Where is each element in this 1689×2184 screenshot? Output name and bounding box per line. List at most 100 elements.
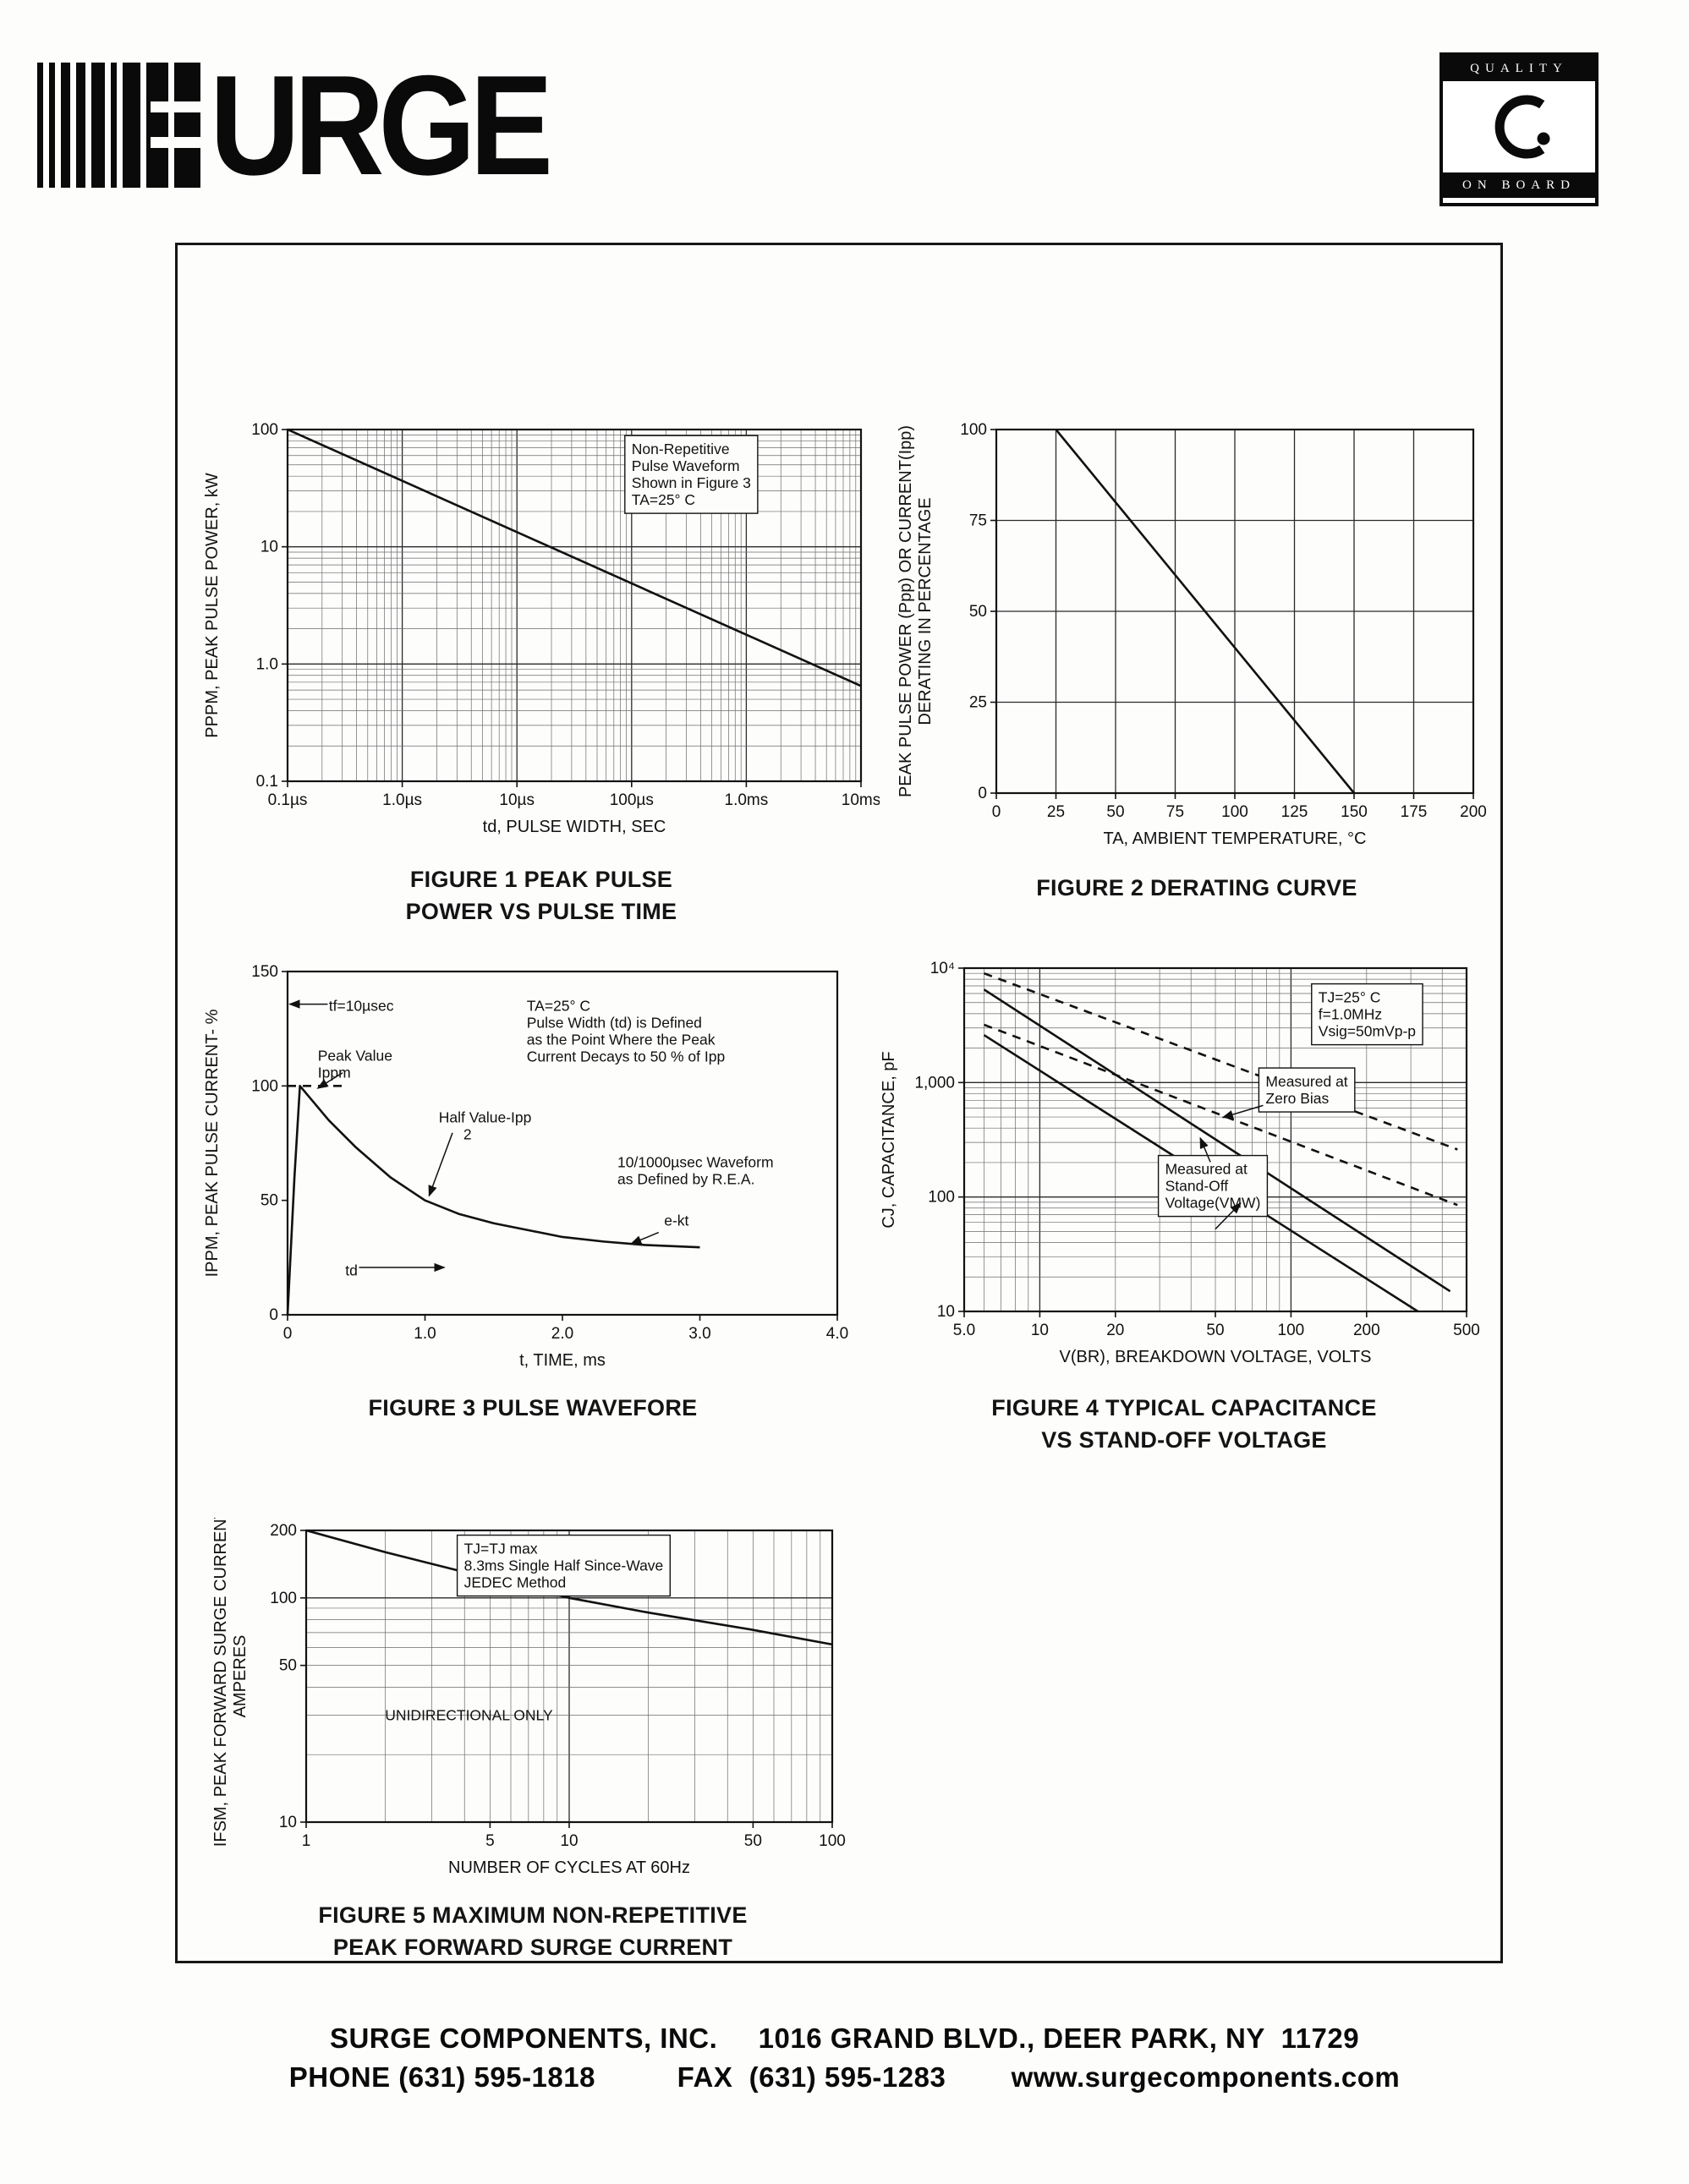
svg-text:t, TIME, ms: t, TIME, ms xyxy=(519,1351,606,1370)
svg-text:200: 200 xyxy=(1353,1322,1380,1339)
svg-text:1.0: 1.0 xyxy=(256,655,278,673)
footer-contact: PHONE (631) 595-1818 FAX (631) 595-1283 … xyxy=(288,2061,1401,2093)
svg-text:10µs: 10µs xyxy=(499,791,535,809)
figure-2: 0 25 50 75 100 125 150 175 200 100 75 50 25 0 TA, AMBI… xyxy=(897,414,1497,905)
svg-text:Half Value-Ipp 2: Half Value-Ipp 2 xyxy=(439,1109,532,1143)
svg-text:CJ, CAPACITANCE, pF: CJ, CAPACITANCE, pF xyxy=(880,1051,898,1228)
svg-text:1.0: 1.0 xyxy=(414,1325,436,1343)
svg-text:10: 10 xyxy=(937,1303,955,1321)
quality-badge: QUALITY ON BOARD xyxy=(1439,52,1599,206)
caption-line: PEAK FORWARD SURGE CURRENT xyxy=(332,1934,733,1960)
figure-1: 0.1µs 1.0µs 10µs 100µs 1.0ms 10ms 100 10 1.0 0.1 t… xyxy=(203,414,880,928)
svg-text:tf=10µsec: tf=10µsec xyxy=(329,998,394,1015)
quality-badge-emblem xyxy=(1443,81,1595,172)
svg-text:100: 100 xyxy=(251,1077,278,1095)
svg-text:125: 125 xyxy=(1281,803,1308,821)
svg-text:NUMBER OF CYCLES AT 60Hz: NUMBER OF CYCLES AT 60Hz xyxy=(448,1858,690,1877)
svg-text:1.0µs: 1.0µs xyxy=(382,791,422,809)
figure-3: 0 1.0 2.0 3.0 4.0 150 100 50 0 t, TIME, ms IPPM, P… xyxy=(203,960,863,1425)
svg-text:td, PULSE WIDTH, SEC: td, PULSE WIDTH, SEC xyxy=(483,818,666,836)
svg-text:50: 50 xyxy=(260,1192,278,1210)
svg-text:5.0: 5.0 xyxy=(953,1322,975,1339)
svg-text:25: 25 xyxy=(969,694,987,712)
svg-text:100: 100 xyxy=(1278,1322,1305,1339)
caption-line: FIGURE 2 DERATING CURVE xyxy=(1036,875,1357,900)
svg-text:150: 150 xyxy=(1341,803,1368,821)
svg-text:100: 100 xyxy=(251,421,278,439)
caption-line: FIGURE 1 PEAK PULSE xyxy=(409,867,673,892)
figure-1-chart: 0.1µs 1.0µs 10µs 100µs 1.0ms 10ms 100 10 1.0 0.1 t… xyxy=(203,414,880,854)
figure-4: 5.0 10 20 50 100 200 500 10⁴ 1,000 100 10 V(BR), BR… xyxy=(880,951,1489,1457)
svg-text:50: 50 xyxy=(1106,803,1124,821)
svg-text:V(BR), BREAKDOWN VOLTAGE, VOLT: V(BR), BREAKDOWN VOLTAGE, VOLTS xyxy=(1060,1348,1372,1366)
svg-text:e-kt: e-kt xyxy=(664,1212,688,1229)
svg-text:100: 100 xyxy=(1221,803,1248,821)
svg-text:10: 10 xyxy=(1031,1322,1049,1339)
svg-text:50: 50 xyxy=(1206,1322,1224,1339)
svg-text:500: 500 xyxy=(1453,1322,1480,1339)
svg-text:IPPM, PEAK PULSE CURRENT- %: IPPM, PEAK PULSE CURRENT- % xyxy=(203,1009,222,1277)
svg-text:20: 20 xyxy=(1106,1322,1124,1339)
svg-text:AMPERES: AMPERES xyxy=(231,1635,250,1718)
svg-text:1.0ms: 1.0ms xyxy=(725,791,769,809)
svg-text:0.1: 0.1 xyxy=(256,773,278,791)
svg-text:0.1µs: 0.1µs xyxy=(268,791,308,809)
quality-badge-bottom-label: ON BOARD xyxy=(1443,172,1595,198)
svg-text:150: 150 xyxy=(251,963,278,981)
crescent-icon xyxy=(1494,95,1550,159)
caption-line: FIGURE 5 MAXIMUM NON-REPETITIVE xyxy=(318,1902,748,1928)
quality-badge-top-label: QUALITY xyxy=(1443,56,1595,81)
svg-text:2.0: 2.0 xyxy=(551,1325,573,1343)
svg-text:0: 0 xyxy=(978,785,987,802)
svg-text:50: 50 xyxy=(969,603,987,621)
svg-text:DERATING IN PERCENTAGE: DERATING IN PERCENTAGE xyxy=(916,497,935,725)
svg-text:10: 10 xyxy=(560,1832,578,1850)
figure-5-chart: 1 5 10 50 100 200 100 50 10 NUMBER OF CYCLES AT 6… xyxy=(211,1518,854,1890)
figure-2-caption: FIGURE 2 DERATING CURVE xyxy=(897,873,1497,905)
caption-line: VS STAND-OFF VOLTAGE xyxy=(1041,1426,1327,1453)
svg-text:10⁴: 10⁴ xyxy=(930,960,955,977)
svg-text:10: 10 xyxy=(279,1814,297,1831)
svg-text:10ms: 10ms xyxy=(842,791,880,809)
svg-text:4.0: 4.0 xyxy=(826,1325,848,1343)
svg-text:3.0: 3.0 xyxy=(688,1325,710,1343)
figure-3-chart: 0 1.0 2.0 3.0 4.0 150 100 50 0 t, TIME, ms IPPM, P… xyxy=(203,960,863,1382)
svg-text:75: 75 xyxy=(1166,803,1184,821)
svg-text:200: 200 xyxy=(1460,803,1487,821)
svg-text:100µs: 100µs xyxy=(610,791,654,809)
svg-text:0: 0 xyxy=(992,803,1001,821)
svg-text:10: 10 xyxy=(260,539,278,556)
svg-text:175: 175 xyxy=(1401,803,1428,821)
svg-text:TA, AMBIENT TEMPERATURE, °C: TA, AMBIENT TEMPERATURE, °C xyxy=(1103,829,1366,848)
logo-text: URGE xyxy=(210,46,553,205)
svg-text:UNIDIRECTIONAL ONLY: UNIDIRECTIONAL ONLY xyxy=(385,1706,553,1723)
svg-text:100: 100 xyxy=(960,421,987,439)
svg-text:PEAK PULSE POWER (Ppp) OR CURR: PEAK PULSE POWER (Ppp) OR CURRENT(Ipp) xyxy=(897,425,915,797)
svg-text:75: 75 xyxy=(969,512,987,530)
figure-5: 1 5 10 50 100 200 100 50 10 NUMBER OF CYCLES AT 6… xyxy=(211,1518,854,1964)
svg-text:PPPM, PEAK PULSE POWER, kW: PPPM, PEAK PULSE POWER, kW xyxy=(203,473,222,738)
footer-address: SURGE COMPONENTS, INC. 1016 GRAND BLVD.,… xyxy=(329,2023,1360,2054)
svg-text:td: td xyxy=(345,1262,358,1278)
svg-text:IFSM, PEAK FORWARD SURGE CURRE: IFSM, PEAK FORWARD SURGE CURRENT, xyxy=(211,1518,230,1847)
figure-2-chart: 0 25 50 75 100 125 150 175 200 100 75 50 25 0 TA, AMBI… xyxy=(897,414,1497,862)
figure-5-caption: FIGURE 5 MAXIMUM NON-REPETITIVE PEAK FOR… xyxy=(211,1900,854,1964)
caption-line: FIGURE 4 TYPICAL CAPACITANCE xyxy=(991,1395,1377,1420)
svg-text:50: 50 xyxy=(744,1832,762,1850)
svg-text:0: 0 xyxy=(269,1306,278,1324)
svg-text:100: 100 xyxy=(928,1189,955,1207)
caption-line: POWER VS PULSE TIME xyxy=(405,898,677,924)
figure-3-caption: FIGURE 3 PULSE WAVEFORE xyxy=(203,1393,863,1425)
svg-text:50: 50 xyxy=(279,1657,297,1675)
svg-text:5: 5 xyxy=(485,1832,495,1850)
logo-stripes-icon xyxy=(37,63,206,188)
svg-text:25: 25 xyxy=(1047,803,1065,821)
svg-text:1,000: 1,000 xyxy=(914,1074,955,1092)
svg-text:100: 100 xyxy=(819,1832,846,1850)
